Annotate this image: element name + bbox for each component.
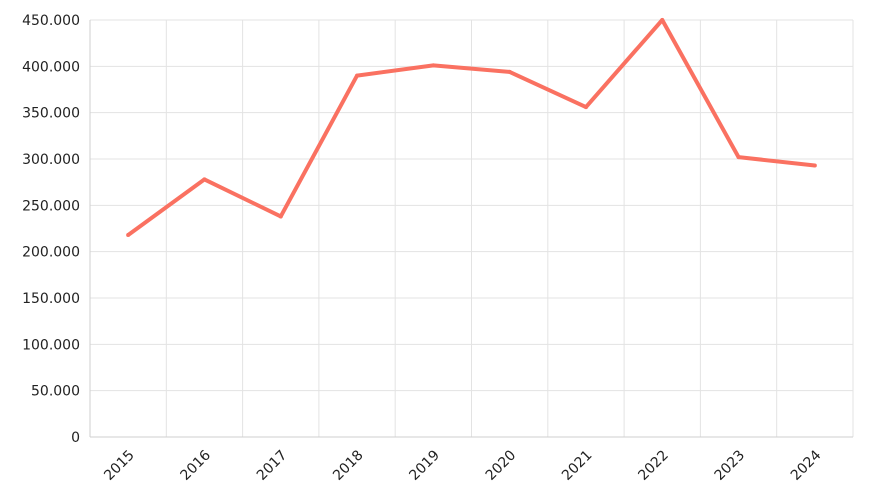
- data-point: [507, 69, 512, 74]
- x-tick-label: 2024: [788, 447, 825, 484]
- grid-layer: [89, 19, 854, 437]
- x-tick-label: 2018: [330, 447, 367, 484]
- data-point: [660, 18, 665, 22]
- y-tick-label: 100.000: [22, 337, 80, 353]
- x-tick-label: 2023: [712, 447, 749, 484]
- y-tick-label: 0: [71, 430, 80, 446]
- data-point: [812, 163, 817, 168]
- data-point: [736, 155, 741, 160]
- y-tick-label: 250.000: [22, 198, 80, 214]
- x-tick-label: 2021: [559, 447, 596, 484]
- y-tick-label: 150.000: [22, 291, 80, 307]
- y-tick-label: 350.000: [22, 106, 80, 122]
- data-point: [278, 214, 283, 219]
- y-tick-label: 400.000: [22, 59, 80, 75]
- series-line: [126, 18, 816, 237]
- series-layer: [126, 18, 817, 237]
- y-tick-label: 450.000: [22, 13, 80, 29]
- data-point: [431, 63, 436, 68]
- data-point: [126, 232, 131, 237]
- x-tick-label: 2020: [483, 447, 520, 484]
- x-tick-label: 2015: [101, 447, 138, 484]
- y-tick-label: 200.000: [22, 245, 80, 261]
- data-point: [202, 177, 207, 182]
- x-tick-label: 2019: [406, 447, 443, 484]
- y-tick-label: 50.000: [31, 384, 80, 400]
- data-point: [355, 73, 360, 78]
- x-tick-label: 2017: [254, 447, 291, 484]
- label-layer: 0 50.000 100.000 150.000 200.000 250.000 300.0…: [22, 13, 824, 484]
- y-tick-label: 300.000: [22, 152, 80, 168]
- data-point: [583, 105, 588, 110]
- x-tick-label: 2022: [635, 447, 672, 484]
- x-tick-label: 2016: [178, 447, 215, 484]
